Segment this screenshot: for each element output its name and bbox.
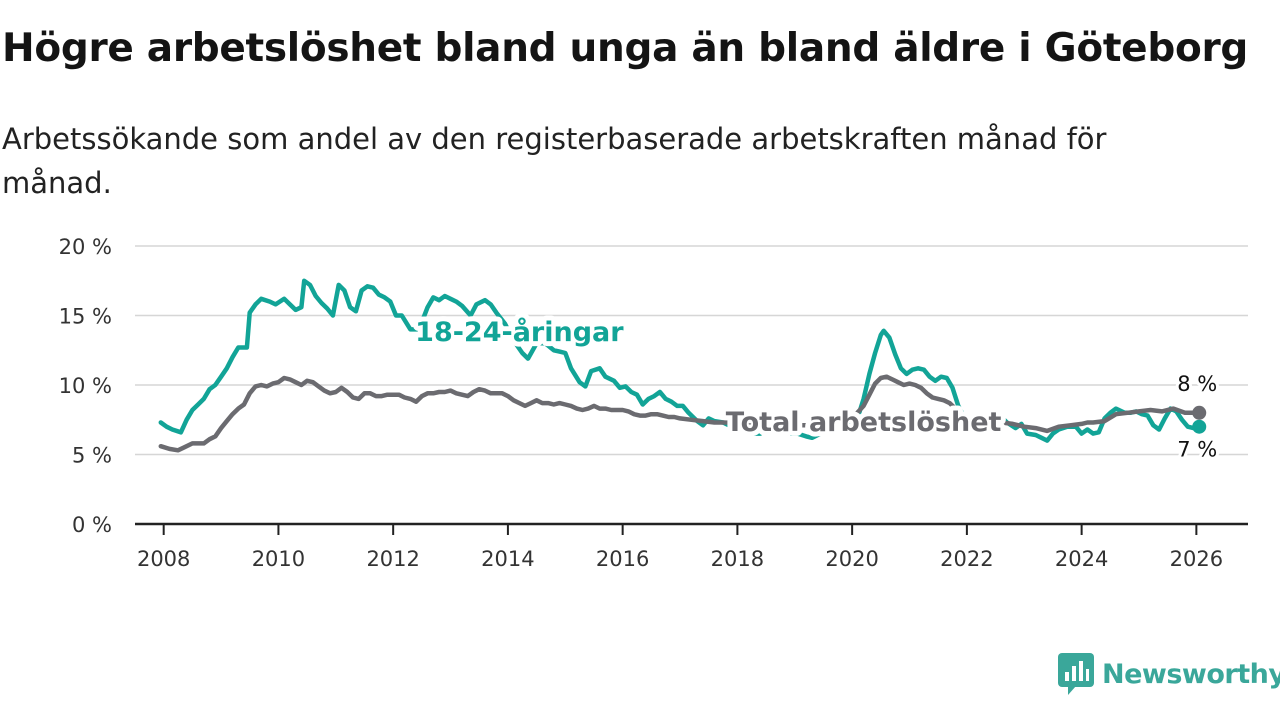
series-line-total	[158, 374, 1202, 453]
x-axis-ticks: 2008 2010 2012 2014 2016 2018 2020 2022 2024 2026	[135, 522, 1248, 571]
y-tick-label: 15 %	[59, 305, 112, 329]
x-tick-label: 2010	[252, 547, 305, 571]
x-tick-label: 2022	[940, 547, 993, 571]
newsworthy-logo: Newsworthy	[1058, 652, 1280, 696]
end-marker-total	[1192, 405, 1207, 420]
x-tick-label: 2018	[711, 547, 764, 571]
y-tick-label: 10 %	[59, 374, 112, 398]
series-labels: 18-24-åringar Total arbetslöshet 7 % 8 %	[410, 311, 1220, 465]
y-tick-label: 0 %	[72, 513, 112, 537]
series-label-total: Total arbetslöshet	[726, 407, 1002, 438]
x-tick-label: 2012	[366, 547, 419, 571]
y-tick-label: 5 %	[72, 444, 112, 468]
x-tick-label: 2026	[1170, 547, 1223, 571]
y-tick-label: 20 %	[59, 235, 112, 259]
end-label-18-24: 7 %	[1177, 438, 1217, 462]
x-tick-label: 2014	[481, 547, 534, 571]
grid-lines	[135, 245, 1248, 456]
newsworthy-bubble-icon	[1058, 653, 1094, 695]
x-tick-label: 2024	[1055, 547, 1108, 571]
end-marker-18-24	[1192, 419, 1207, 434]
y-axis-ticks: 0 % 5 % 10 % 15 % 20 %	[59, 235, 112, 537]
x-tick-label: 2020	[825, 547, 878, 571]
series-lines	[158, 278, 1202, 453]
end-label-total: 8 %	[1177, 372, 1217, 396]
chart-title: Högre arbetslöshet bland unga än bland ä…	[2, 26, 1248, 71]
chart-subtitle: Arbetssökande som andel av den registerb…	[2, 122, 1107, 200]
series-label-18-24: 18-24-åringar	[415, 316, 624, 348]
brand-name: Newsworthy	[1102, 658, 1280, 690]
x-tick-label: 2016	[596, 547, 649, 571]
x-tick-label: 2008	[137, 547, 190, 571]
series-line-18-24	[158, 278, 1202, 443]
